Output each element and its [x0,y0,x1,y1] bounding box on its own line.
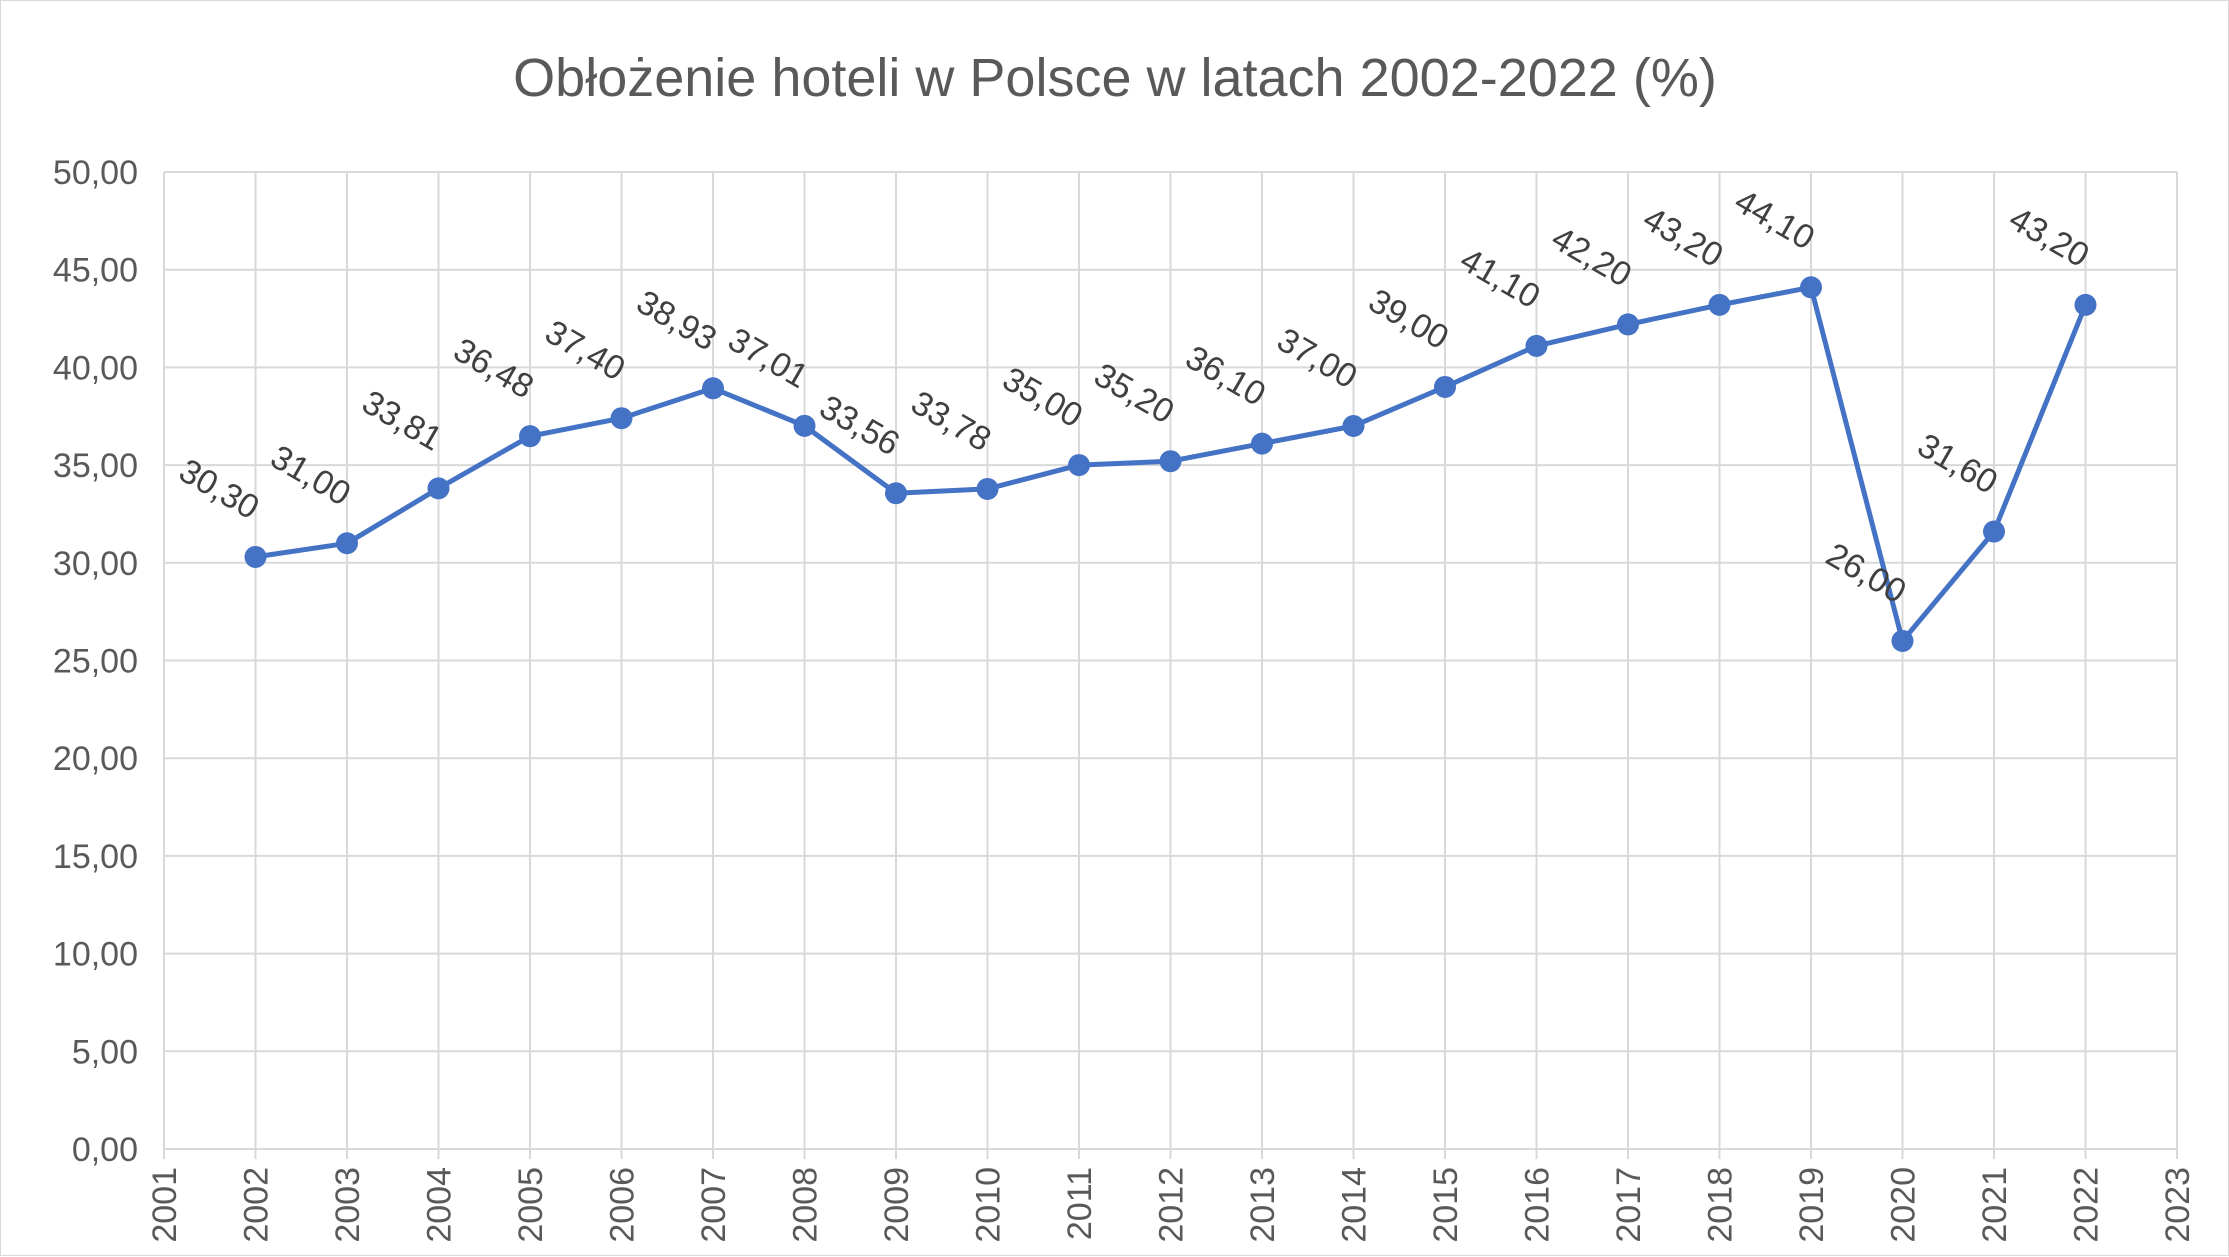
y-tick-label: 0,00 [72,1131,138,1169]
data-point [2074,293,2097,316]
data-point [793,414,816,437]
x-tick-label: 2009 [878,1167,916,1243]
data-label: 33,78 [905,384,998,459]
data-point [1342,415,1365,438]
data-label: 43,20 [2003,200,2096,275]
data-label: 36,48 [447,331,540,406]
x-tick-label: 2001 [146,1167,184,1243]
data-point [1525,334,1548,357]
x-tick-label: 2003 [329,1167,367,1243]
x-tick-label: 2013 [1244,1167,1282,1243]
data-labels: 30,3031,0033,8136,4837,4038,9337,0133,56… [173,182,2096,611]
data-point [1617,313,1639,336]
y-tick-label: 15,00 [53,838,138,876]
data-label: 38,93 [630,283,723,358]
x-tick-label: 2004 [421,1167,459,1243]
y-tick-label: 25,00 [53,643,138,681]
x-tick-label: 2008 [787,1167,825,1243]
x-tick-label: 2017 [1610,1167,1648,1243]
x-tick-label: 2012 [1153,1167,1191,1243]
data-label: 31,00 [264,438,357,513]
x-tick-label: 2006 [604,1167,642,1243]
y-tick-label: 40,00 [53,349,138,387]
x-tick-label: 2002 [238,1167,276,1243]
x-tick-label: 2014 [1336,1167,1374,1243]
y-tick-label: 35,00 [53,447,138,485]
data-point [244,545,267,568]
y-tick-label: 5,00 [72,1033,138,1071]
data-point [427,477,450,500]
x-axis-tick-labels: 2001 2002 2003 2004 2005 2006 2007 2008 2009 2010… [146,1167,2197,1243]
y-tick-label: 45,00 [53,252,138,290]
data-point [1251,432,1273,455]
y-tick-label: 30,00 [53,545,138,583]
x-tick-label: 2016 [1519,1167,1557,1243]
y-tick-label: 10,00 [53,936,138,974]
data-label: 37,00 [1271,321,1364,396]
data-point [336,532,358,555]
data-point [1891,629,1914,652]
y-axis-tick-labels: 0,00 5,00 10,00 15,00 20,00 25,00 30,00 35,00 40… [53,154,138,1169]
data-label: 43,20 [1637,200,1730,275]
data-point [610,407,633,430]
y-tick-label: 20,00 [53,740,138,778]
x-tick-label: 2007 [695,1167,733,1243]
y-tick-label: 50,00 [53,154,138,192]
data-label: 36,10 [1179,338,1272,413]
data-point [976,477,999,500]
data-label: 42,20 [1545,219,1638,294]
x-tick-label: 2018 [1702,1167,1740,1243]
data-label: 33,56 [813,388,906,463]
data-label: 37,40 [539,313,632,388]
data-point [702,377,724,400]
data-point [1434,375,1456,398]
data-point [1068,454,1090,477]
data-point [885,482,907,505]
x-tick-label: 2020 [1885,1167,1923,1243]
axes [163,1148,2178,1159]
data-point [1708,293,1731,316]
x-tick-label: 2011 [1061,1167,1099,1240]
data-label: 37,01 [722,321,815,396]
x-tick-label: 2005 [512,1167,550,1243]
data-point [1159,450,1182,473]
x-tick-label: 2022 [2068,1167,2106,1243]
data-label: 39,00 [1362,282,1455,357]
x-tick-label: 2015 [1427,1167,1465,1243]
data-point [519,425,541,448]
data-series [244,276,2097,652]
data-label: 44,10 [1728,182,1821,257]
x-tick-label: 2023 [2159,1167,2197,1243]
x-tick-label: 2010 [970,1167,1008,1243]
chart-title: Obłożenie hoteli w Polsce w latach 2002-… [513,48,1717,108]
data-label: 26,00 [1820,536,1913,611]
data-label: 33,81 [356,383,449,458]
data-label: 31,60 [1911,426,2004,501]
gridlines [163,171,2178,1149]
data-label: 41,10 [1454,241,1547,316]
x-tick-label: 2019 [1793,1167,1831,1243]
data-label: 35,00 [996,360,1089,435]
data-label: 30,30 [173,452,266,527]
x-tick-label: 2021 [1976,1167,2014,1243]
data-point [1800,276,1822,299]
data-point [1983,520,2005,543]
